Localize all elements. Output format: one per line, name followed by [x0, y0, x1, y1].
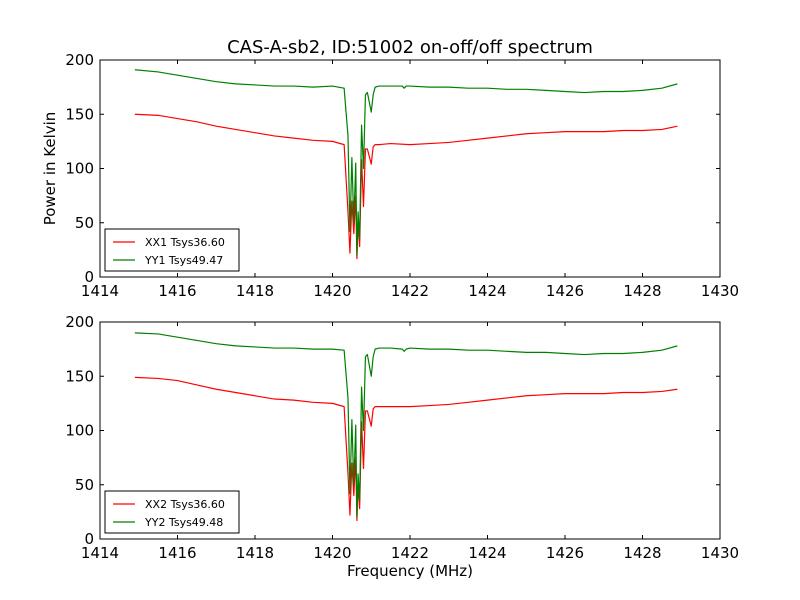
legend-entry-1: XX2 Tsys36.60	[145, 498, 225, 511]
x-tick-label: 1418	[236, 282, 274, 300]
x-tick-label: 1422	[391, 544, 429, 562]
x-tick-label: 1420	[313, 544, 351, 562]
legend-entry-2: YY1 Tsys49.47	[144, 254, 223, 267]
series-line-1	[134, 113, 678, 260]
x-tick-label: 1430	[701, 544, 739, 562]
subplot-2: 1414 1416 1418 1420 1422 1424 1426 1428 1430 0 50 1…	[65, 313, 739, 580]
y-tick-label: 0	[84, 268, 94, 286]
y-tick-label: 0	[84, 530, 94, 548]
x-tick-label: 1430	[701, 282, 739, 300]
y-tick-label: 100	[65, 160, 94, 178]
x-tick-label: 1426	[546, 282, 584, 300]
x-tick-label: 1416	[158, 282, 196, 300]
legend-entry-2: YY2 Tsys49.48	[144, 516, 223, 529]
y-tick-label: 200	[65, 51, 94, 69]
y-tick-label: 200	[65, 313, 94, 331]
y-tick-label: 150	[65, 367, 94, 385]
x-tick-label: 1420	[313, 282, 351, 300]
y-axis-label: Power in Kelvin	[41, 112, 59, 226]
series-line-2	[134, 69, 678, 256]
x-tick-label: 1428	[623, 282, 661, 300]
legend-entry-1: XX1 Tsys36.60	[145, 236, 225, 249]
x-tick-label: 1424	[468, 282, 506, 300]
x-tick-label: 1426	[546, 544, 584, 562]
y-tick-label: 100	[65, 422, 94, 440]
x-tick-label: 1424	[468, 544, 506, 562]
x-tick-label: 1414	[81, 544, 119, 562]
legend: XX1 Tsys36.60 YY1 Tsys49.47	[104, 228, 240, 272]
x-tick-label: 1414	[81, 282, 119, 300]
subplot-1: 1414 1416 1418 1420 1422 1424 1426 1428 1430 0 50 1…	[41, 51, 739, 300]
x-tick-label: 1416	[158, 544, 196, 562]
legend-box	[104, 228, 240, 272]
legend: XX2 Tsys36.60 YY2 Tsys49.48	[104, 490, 240, 534]
figure-title: CAS-A-sb2, ID:51002 on-off/off spectrum	[227, 37, 593, 58]
legend-box	[104, 490, 240, 534]
series-line-2	[134, 332, 678, 518]
x-tick-label: 1418	[236, 544, 274, 562]
x-tick-label: 1422	[391, 282, 429, 300]
x-axis-label: Frequency (MHz)	[347, 562, 473, 580]
series-line-1	[134, 376, 678, 522]
y-tick-label: 50	[75, 476, 94, 494]
y-tick-label: 150	[65, 105, 94, 123]
y-tick-label: 50	[75, 214, 94, 232]
x-tick-label: 1428	[623, 544, 661, 562]
subplots: 1414 1416 1418 1420 1422 1424 1426 1428 1430 0 50 1…	[41, 51, 739, 580]
